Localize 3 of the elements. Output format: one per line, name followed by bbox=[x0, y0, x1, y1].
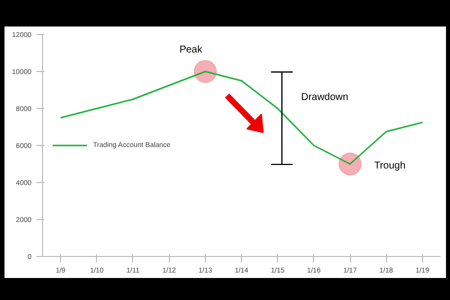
annotation: Drawdown bbox=[301, 92, 348, 103]
annotation: Peak bbox=[179, 44, 204, 56]
annotation: Trough bbox=[374, 160, 406, 172]
